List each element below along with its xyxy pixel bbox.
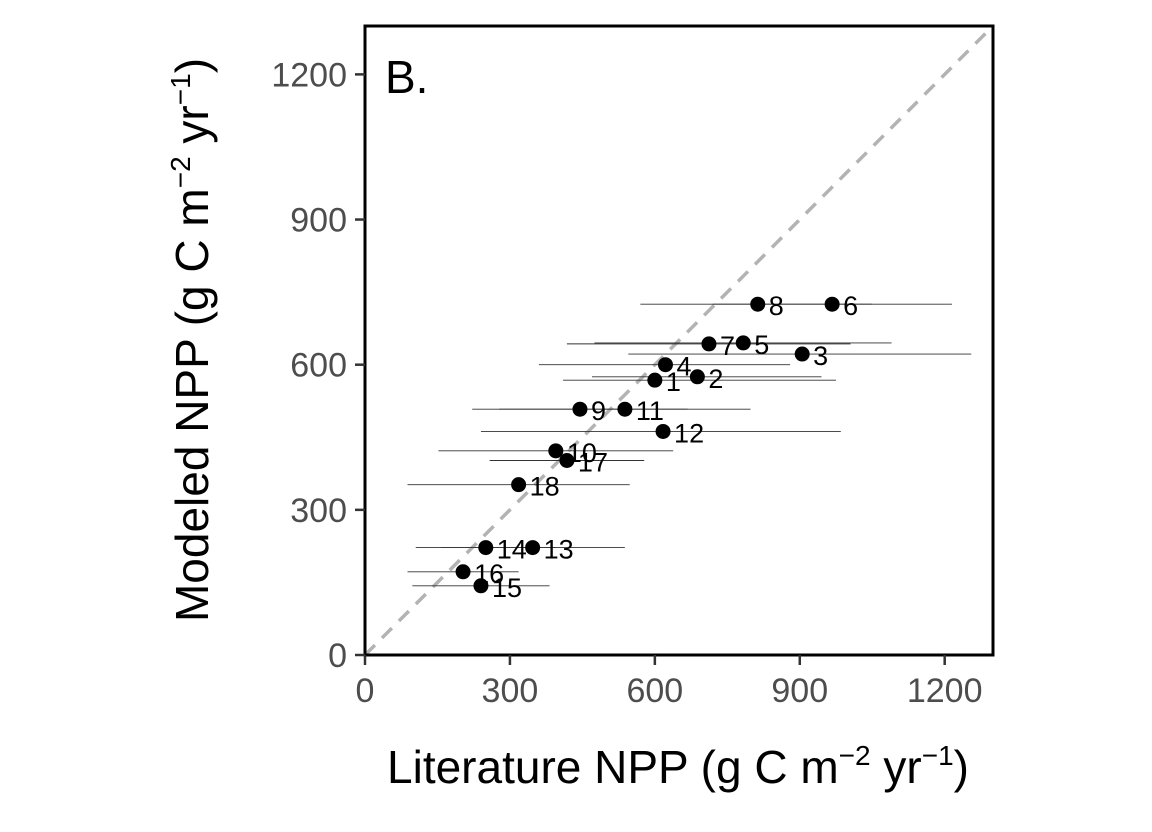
x-tick-label: 900	[771, 672, 828, 710]
point-label-14: 14	[497, 535, 527, 565]
y-axis-ticks: 0 300 600 900 1200	[271, 56, 365, 675]
point-label-5: 5	[754, 330, 769, 360]
point-10	[548, 443, 564, 459]
point-label-15: 15	[492, 573, 522, 603]
plot-border	[363, 24, 995, 657]
point-2	[689, 369, 705, 385]
point-14	[478, 540, 494, 556]
point-label-13: 13	[544, 535, 574, 565]
point-16	[455, 564, 471, 580]
point-4	[657, 357, 673, 373]
point-7	[701, 336, 717, 352]
point-label-10: 10	[567, 438, 597, 468]
reference-line-layer	[363, 24, 995, 657]
point-6	[824, 296, 840, 312]
y-tick-label: 600	[290, 347, 347, 385]
y-tick-label: 300	[290, 492, 347, 530]
point-label-2: 2	[708, 364, 723, 394]
point-label-9: 9	[591, 396, 606, 426]
point-9	[572, 401, 588, 417]
point-label-18: 18	[530, 472, 560, 502]
point-label-16: 16	[474, 559, 504, 589]
y-tick-label: 900	[290, 202, 347, 240]
x-axis-ticks: 0 300 600 900 1200	[356, 655, 983, 710]
y-tick-label: 1200	[271, 56, 347, 94]
point-label-4: 4	[676, 352, 691, 382]
point-11	[617, 401, 633, 417]
point-15	[473, 578, 489, 594]
point-3	[794, 346, 810, 362]
point-label-17: 17	[578, 447, 608, 477]
point-label-11: 11	[636, 396, 664, 426]
point-label-12: 12	[674, 418, 704, 448]
point-5	[735, 335, 751, 351]
x-axis-title: Literature NPP (g C m−2 yr−1)	[387, 740, 969, 793]
point-17	[559, 452, 575, 468]
x-tick-label: 0	[356, 672, 375, 710]
point-12	[655, 423, 671, 439]
point-label-8: 8	[769, 291, 784, 321]
point-18	[511, 477, 527, 493]
point-13	[525, 540, 541, 556]
point-label-1: 1	[666, 367, 681, 397]
point-label-3: 3	[813, 341, 828, 371]
panel-label: B.	[385, 51, 428, 103]
x-tick-label: 1200	[907, 672, 983, 710]
point-label-7: 7	[720, 331, 735, 361]
one-to-one-line	[363, 24, 995, 657]
x-tick-label: 600	[626, 672, 683, 710]
points-layer	[455, 296, 840, 594]
y-tick-label: 0	[328, 637, 347, 675]
x-tick-label: 300	[482, 672, 539, 710]
y-axis-title: Modeled NPP (g C m−2 yr−1)	[165, 58, 218, 622]
point-8	[750, 296, 766, 312]
point-label-6: 6	[843, 291, 858, 321]
point-1	[647, 372, 663, 388]
